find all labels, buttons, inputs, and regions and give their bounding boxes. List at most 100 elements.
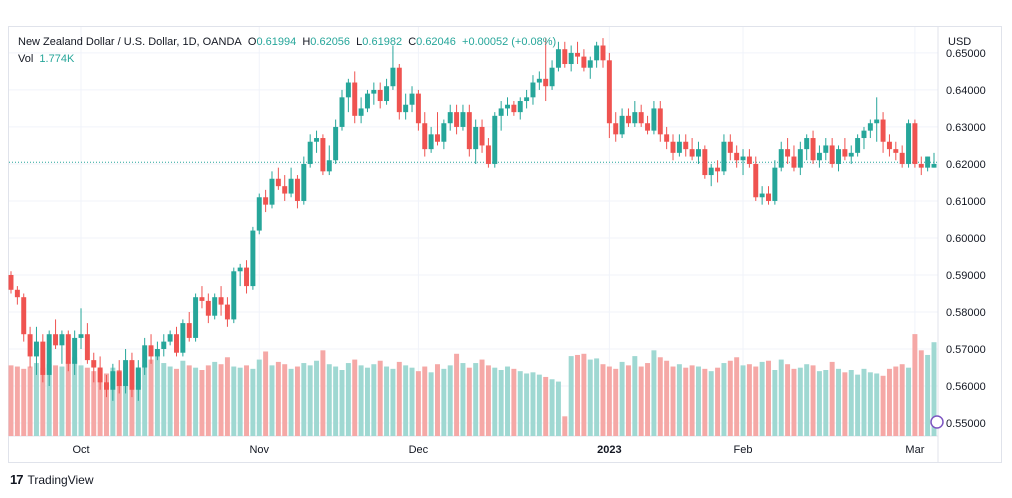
high-label: H: [302, 36, 311, 48]
candle-body: [555, 49, 561, 68]
volume-bar: [307, 365, 313, 436]
volume-bar: [263, 351, 269, 436]
volume-bar: [893, 366, 899, 436]
volume-bar: [65, 361, 71, 436]
volume-bar: [842, 372, 848, 436]
volume-bar: [21, 368, 27, 436]
high-value: 0.62056: [310, 36, 351, 48]
candle-body: [320, 138, 326, 172]
candle-body: [123, 360, 129, 387]
close-value: 0.62046: [416, 36, 456, 48]
candle-body: [657, 108, 663, 135]
volume-bar: [867, 372, 873, 436]
volume-bar: [861, 368, 867, 436]
candle-body: [695, 149, 701, 157]
candle-body: [613, 123, 619, 135]
candle-body: [511, 104, 517, 113]
volume-bar: [492, 367, 498, 436]
volume-bar: [695, 366, 701, 436]
volume-bar: [543, 376, 549, 436]
volume-bar: [555, 381, 561, 436]
volume-bar: [345, 363, 351, 436]
volume-bar: [186, 365, 192, 436]
volume-bar: [785, 364, 791, 436]
volume-bar: [479, 359, 485, 436]
candle-body: [543, 78, 549, 87]
price-tick-label: 0.61000: [946, 196, 986, 208]
time-tick-label: Dec: [409, 444, 429, 456]
candle-body: [326, 160, 332, 172]
volume-bar: [294, 366, 300, 436]
candle-body: [244, 267, 250, 287]
volume-bar: [638, 366, 644, 436]
candle-body: [912, 123, 918, 164]
volume-bar: [364, 367, 370, 436]
chart-frame: [8, 26, 1002, 463]
volume-bar: [498, 370, 504, 436]
volume-bar: [918, 350, 924, 436]
candle-body: [804, 138, 810, 150]
volume-bar: [823, 370, 829, 436]
volume-bar: [829, 361, 835, 436]
volume-bar: [447, 365, 453, 436]
volume-bar: [848, 370, 854, 436]
candle-body: [409, 93, 415, 105]
volume-bar: [549, 379, 555, 436]
candle-body: [454, 112, 460, 127]
volume-bar: [517, 371, 523, 436]
candle-body: [256, 197, 262, 231]
candle-body: [517, 101, 523, 113]
candle-body: [867, 123, 873, 131]
volume-bar: [78, 365, 84, 436]
volume-bar: [53, 365, 59, 436]
price-tick-label: 0.59000: [946, 270, 986, 282]
tradingview-brand[interactable]: 17 TradingView: [10, 472, 94, 487]
price-tick-label: 0.58000: [946, 307, 986, 319]
candle-body: [339, 97, 345, 127]
candle-body: [301, 163, 307, 201]
volume-bar: [40, 367, 46, 436]
candle-body: [224, 304, 230, 320]
candle-body: [403, 104, 409, 113]
candle-body: [167, 334, 173, 342]
volume-bar: [244, 365, 250, 436]
volume-bar: [906, 367, 912, 436]
candle-body: [193, 297, 199, 338]
volume-bar: [371, 364, 377, 436]
candle-body: [505, 104, 510, 109]
candle-body: [8, 274, 14, 290]
volume-bar: [218, 364, 224, 436]
volume-bar: [333, 366, 339, 436]
volume-bar: [925, 354, 931, 436]
candle-body: [154, 349, 160, 357]
time-tick-label: Oct: [72, 444, 89, 456]
candle-body: [702, 149, 708, 176]
change-value: +0.00052 (+0.08%): [462, 36, 557, 48]
candle-body: [59, 334, 65, 346]
candle-body: [727, 141, 733, 153]
volume-bar: [454, 353, 460, 436]
volume-bar: [409, 367, 415, 436]
price-tick-label: 0.62000: [946, 159, 986, 171]
candle-body: [587, 60, 593, 68]
candle-body: [676, 141, 682, 153]
volume-bar: [625, 365, 631, 436]
volume-bar: [536, 374, 542, 436]
go-to-realtime-icon[interactable]: [930, 415, 944, 429]
volume-bar: [778, 359, 784, 436]
volume-label: Vol: [18, 53, 34, 65]
candle-body: [893, 149, 899, 153]
candle-body: [72, 337, 78, 364]
volume-bar: [231, 366, 237, 436]
candle-body: [129, 360, 135, 390]
candle-body: [65, 334, 71, 364]
volume-bar: [288, 368, 294, 436]
candle-body: [485, 145, 491, 164]
volume-bar: [27, 366, 33, 436]
candle-body: [84, 334, 90, 361]
chart-legend-volume: Vol 1.774K: [18, 53, 74, 65]
price-tick-label: 0.65000: [946, 48, 986, 60]
chart-legend-ohlc: New Zealand Dollar / U.S. Dollar, 1D, OA…: [18, 36, 556, 48]
candle-body: [708, 167, 714, 176]
